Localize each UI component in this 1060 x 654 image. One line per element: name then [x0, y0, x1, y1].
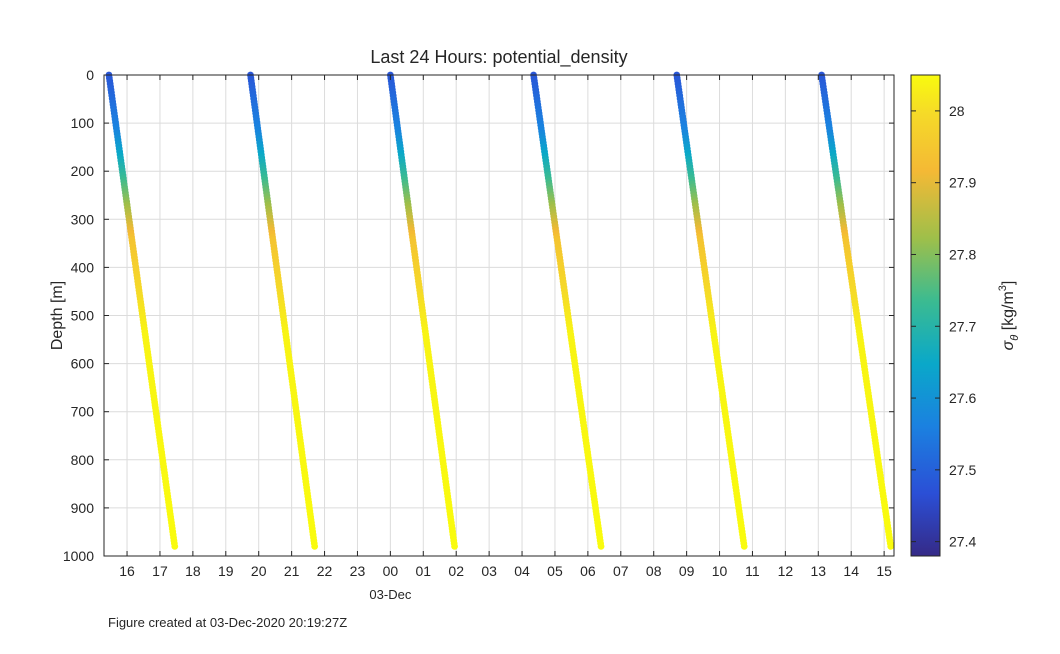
profile-point — [451, 542, 458, 550]
x-tick-label: 21 — [284, 563, 300, 579]
profiles-layer — [105, 71, 895, 550]
colorbar — [910, 74, 941, 557]
x-axis-ticks: 16 17 18 19 20 21 22 23 00 01 02 03 04 05 06 07 08 09 10 11… — [119, 75, 892, 579]
x-tick-label: 01 — [416, 563, 432, 579]
x-tick-label: 19 — [218, 563, 234, 579]
x-tick-label: 12 — [778, 563, 794, 579]
colorbar-label: σθ [kg/m3] — [997, 281, 1021, 351]
figure-created-footer: Figure created at 03-Dec-2020 20:19:27Z — [108, 615, 348, 630]
colorbar-tick-label: 27.7 — [949, 318, 976, 334]
y-tick-label: 800 — [71, 452, 95, 468]
y-tick-label: 1000 — [63, 548, 94, 564]
x-tick-label: 15 — [876, 563, 892, 579]
chart-title: Last 24 Hours: potential_density — [370, 47, 627, 68]
colorbar-tick-label: 27.6 — [949, 390, 976, 406]
colorbar-tick-label: 27.4 — [949, 534, 976, 550]
y-tick-label: 0 — [86, 67, 94, 83]
x-tick-label: 14 — [843, 563, 859, 579]
colorbar-ticks: 27.4 27.5 27.6 27.7 27.8 27.9 28 — [911, 103, 976, 550]
profile-3 — [386, 71, 458, 550]
profile-5 — [673, 71, 748, 550]
x-tick-label: 04 — [514, 563, 530, 579]
y-tick-label: 500 — [71, 308, 95, 324]
y-axis-label: Depth [m] — [49, 281, 66, 350]
x-tick-label: 08 — [646, 563, 662, 579]
x-tick-label: 09 — [679, 563, 695, 579]
y-tick-label: 400 — [71, 259, 95, 275]
y-tick-label: 900 — [71, 500, 95, 516]
profile-point — [740, 542, 748, 550]
x-tick-label: 03 — [481, 563, 497, 579]
x-tick-label: 23 — [350, 563, 366, 579]
y-tick-label: 600 — [71, 356, 95, 372]
x-tick-label: 13 — [811, 563, 827, 579]
y-axis-ticks: 0 100 200 300 400 500 600 700 800 900 1000 — [63, 67, 894, 564]
x-tick-label: 00 — [383, 563, 399, 579]
x-tick-label: 16 — [119, 563, 135, 579]
colorbar-tick-label: 27.9 — [949, 175, 976, 191]
x-tick-label: 10 — [712, 563, 728, 579]
profile-point — [597, 542, 605, 550]
x-tick-label: 20 — [251, 563, 267, 579]
profile-4 — [530, 71, 605, 550]
colorbar-tick-label: 27.8 — [949, 246, 976, 262]
profile-2 — [247, 71, 319, 550]
x-tick-label: 11 — [745, 563, 760, 579]
profile-1 — [105, 71, 179, 550]
x-tick-label: 07 — [613, 563, 629, 579]
colorbar-tick-label: 28 — [949, 103, 965, 119]
x-tick-label: 06 — [580, 563, 596, 579]
profile-point — [311, 542, 319, 550]
y-tick-label: 700 — [71, 404, 95, 420]
profile-point — [171, 542, 179, 550]
profile-point — [887, 542, 895, 550]
profile-6 — [818, 71, 895, 550]
y-tick-label: 100 — [71, 115, 95, 131]
colorbar-tick-label: 27.5 — [949, 462, 976, 478]
x-tick-label: 05 — [547, 563, 563, 579]
x-tick-label: 02 — [448, 563, 464, 579]
x-tick-label: 17 — [152, 563, 168, 579]
x-axis-date-label: 03-Dec — [369, 587, 411, 602]
y-tick-label: 200 — [71, 163, 95, 179]
x-tick-label: 22 — [317, 563, 333, 579]
y-tick-label: 300 — [71, 211, 95, 227]
x-tick-label: 18 — [185, 563, 201, 579]
